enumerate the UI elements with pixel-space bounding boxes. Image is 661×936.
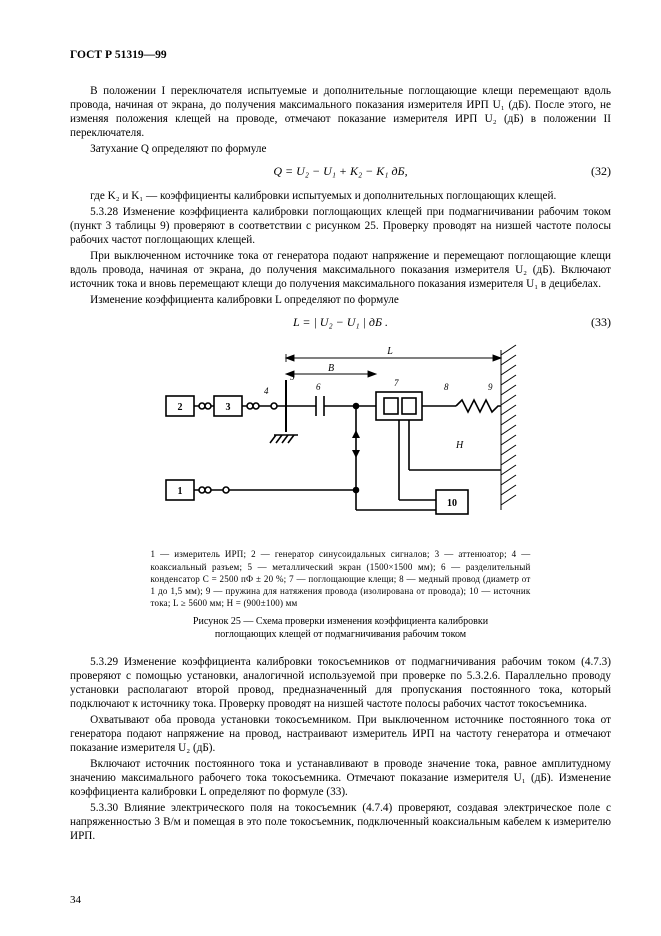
para-1: В положении I переключателя испытуемые и… [70,84,611,140]
para-4: 5.3.28 Изменение коэффициента калибровки… [70,205,611,247]
para-7: 5.3.29 Изменение коэффициента калибровки… [70,655,611,711]
box-label-2: 2 [177,402,182,413]
formula-33-num: (33) [591,315,611,330]
box-label-10: 10 [447,498,457,509]
box-label-3: 3 [225,402,230,413]
formula-32-expr: Q = U₂ − U₁ + K₂ − K₁ дБ, [273,164,407,179]
para-9: Включают источник постоянного тока и уст… [70,757,611,799]
figure-25-svg: 8 9 [156,340,526,540]
lbl-5: 5 [290,372,295,382]
para-3: где K₂ и K₁ — коэффициенты калибровки ис… [70,189,611,203]
formula-32: Q = U₂ − U₁ + K₂ − K₁ дБ, (32) [70,164,611,179]
para-5: При выключенном источнике тока от генера… [70,249,611,291]
dim-B: B [327,363,333,374]
figure-25-caption: Рисунок 25 — Схема проверки изменения ко… [176,615,506,641]
box-label-1: 1 [177,486,182,497]
figure-25-legend: 1 — измеритель ИРП; 2 — генератор синусо… [151,548,531,609]
lbl-4: 4 [264,386,269,396]
dim-H: H [455,440,464,451]
para-2: Затухание Q определяют по формуле [70,142,611,156]
page-number: 34 [70,894,81,908]
lbl-9: 9 [488,382,493,392]
lbl-7: 7 [394,378,399,388]
page: ГОСТ Р 51319—99 В положении I переключат… [0,0,661,936]
para-8: Охватывают оба провода установки токосъе… [70,713,611,755]
para-10: 5.3.30 Влияние электрического поля на то… [70,801,611,843]
lbl-8: 8 [444,382,449,392]
standard-header: ГОСТ Р 51319—99 [70,48,611,62]
figure-25: 8 9 [151,340,531,641]
formula-33-expr: L = | U₂ − U₁ | дБ . [293,315,388,330]
formula-32-num: (32) [591,164,611,179]
dim-L: L [386,346,393,357]
lbl-6: 6 [316,382,321,392]
formula-33: L = | U₂ − U₁ | дБ . (33) [70,315,611,330]
para-6: Изменение коэффициента калибровки L опре… [70,293,611,307]
